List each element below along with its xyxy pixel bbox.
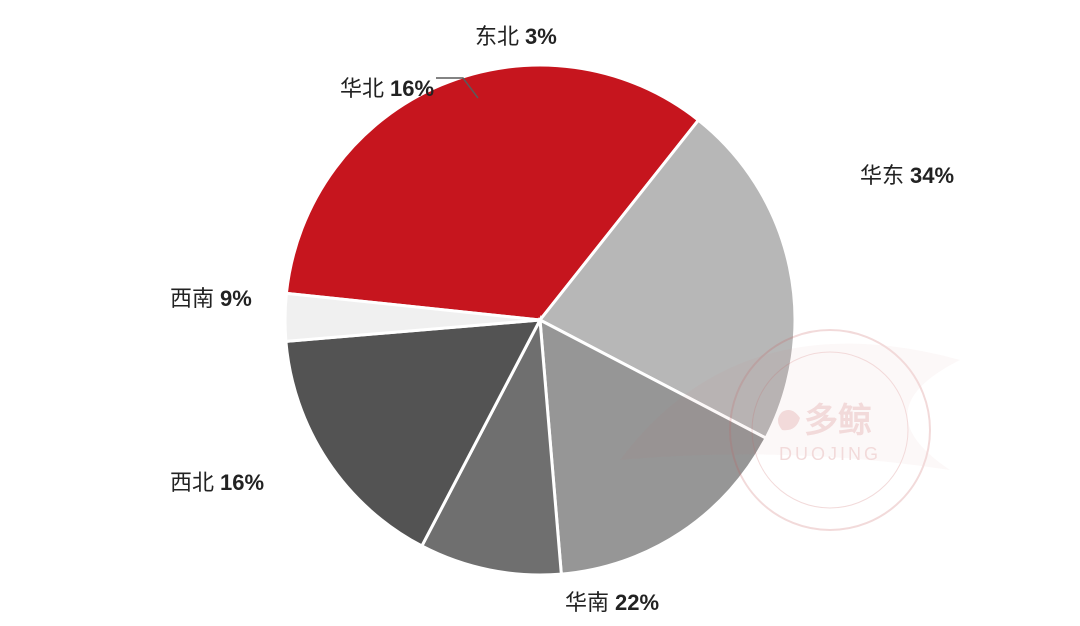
slice-label-3: 西南9% — [170, 288, 252, 310]
slice-label-0: 华东34% — [860, 165, 954, 187]
slice-pct-5: 3% — [525, 24, 557, 49]
slice-pct-4: 16% — [390, 76, 434, 101]
slice-name-0: 华东 — [860, 163, 904, 188]
slice-label-1: 华南22% — [565, 592, 659, 614]
slice-label-2: 西北16% — [170, 472, 264, 494]
pie-chart-container: 多鲸DUOJING 华东34% 华南22% 西北16% 西南9% 华北16% 东… — [0, 0, 1080, 626]
slice-name-3: 西南 — [170, 286, 214, 311]
slice-pct-2: 16% — [220, 470, 264, 495]
slice-label-5: 东北3% — [475, 26, 557, 48]
slice-name-5: 东北 — [475, 24, 519, 49]
slice-pct-3: 9% — [220, 286, 252, 311]
slice-name-2: 西北 — [170, 470, 214, 495]
pie-chart-svg — [0, 0, 1080, 626]
slice-pct-1: 22% — [615, 590, 659, 615]
slice-name-4: 华北 — [340, 76, 384, 101]
slice-pct-0: 34% — [910, 163, 954, 188]
slice-name-1: 华南 — [565, 590, 609, 615]
slice-label-4: 华北16% — [340, 78, 434, 100]
